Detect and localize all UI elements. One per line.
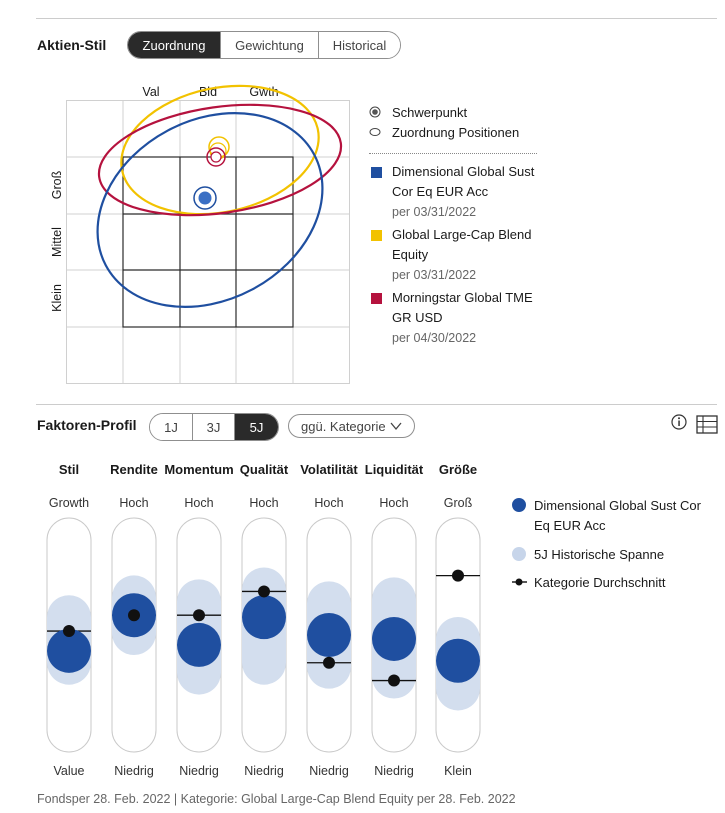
- factor-category-dot-liquidität: [388, 674, 400, 687]
- tab-1j[interactable]: 1J: [150, 414, 192, 440]
- legend-swatch-dimensional: [371, 167, 382, 178]
- tab-5j[interactable]: 5J: [234, 414, 278, 440]
- style-box-chart: Val Bld Gwth Groß Mittel Klein: [50, 84, 350, 384]
- fund-dot-icon: [512, 498, 526, 512]
- centroid-dot-dimensional: [198, 191, 212, 205]
- legend-range: 5J Historische Spanne: [534, 547, 665, 562]
- legend-swatch-blend: [371, 230, 382, 241]
- factor-category-dot-qualität: [258, 585, 270, 598]
- factor-header-größe: Größe: [439, 462, 477, 477]
- factor-fund-dot-momentum: [177, 622, 221, 667]
- factor-fund-dot-stil: [47, 628, 91, 673]
- ellipse-dimensional: [96, 112, 324, 308]
- centroid-ring-dimensional: [193, 186, 217, 210]
- factor-top-label-liquidität: Hoch: [379, 496, 408, 510]
- factor-fund-dot-volatilität: [307, 613, 351, 657]
- factor-period-tabs: 1J 3J 5J: [149, 413, 279, 441]
- factor-category-dot-momentum: [193, 609, 205, 622]
- factor-category-dot-rendite: [128, 609, 140, 622]
- tab-gewichtung[interactable]: Gewichtung: [220, 32, 318, 58]
- info-icon[interactable]: [671, 414, 687, 430]
- range-dot-icon: [512, 547, 526, 561]
- legend-fund: Dimensional Global Sust Cor Eq EUR Acc: [534, 498, 701, 533]
- legend-zuordnung-positionen: Zuordnung Positionen: [392, 125, 520, 140]
- ellipse-morningstar-tme: [97, 103, 343, 217]
- style-grid-inner: [122, 156, 294, 328]
- factor-bottom-label-liquidität: Niedrig: [374, 764, 414, 778]
- category-dot-icon: [515, 578, 523, 586]
- factor-header-rendite: Rendite: [110, 462, 158, 477]
- style-view-tabs: Zuordnung Gewichtung Historical: [127, 31, 401, 59]
- factor-bottom-label-momentum: Niedrig: [179, 764, 219, 778]
- factor-top-label-momentum: Hoch: [184, 496, 213, 510]
- factor-bottom-label-volatilität: Niedrig: [309, 764, 349, 778]
- style-section-title: Aktien-Stil: [37, 37, 107, 53]
- tab-3j[interactable]: 3J: [192, 414, 234, 440]
- factor-profile-chart: Stil Growth Value Rendite Hoch Niedrig Momentu…: [46, 462, 481, 778]
- factor-header-qualität: Qualität: [240, 462, 289, 477]
- factor-bottom-label-größe: Klein: [444, 764, 472, 778]
- factor-fund-dot-qualität: [242, 595, 286, 640]
- centroid-dot-tme: [210, 151, 222, 163]
- factor-category-dot-volatilität: [323, 656, 335, 669]
- legend-blend: Global Large-Cap Blend Equity per 03/31/…: [392, 227, 532, 282]
- factor-top-label-stil: Growth: [49, 496, 89, 510]
- factor-category-dot-stil: [63, 625, 75, 638]
- chevron-down-icon: [390, 422, 402, 431]
- centroid-ring-tme: [206, 147, 226, 167]
- factor-header-momentum: Momentum: [164, 462, 233, 477]
- tab-historical[interactable]: Historical: [318, 32, 400, 58]
- factor-top-label-rendite: Hoch: [119, 496, 148, 510]
- top-divider: [36, 18, 717, 19]
- factor-legend-markers: [512, 498, 527, 586]
- factor-bottom-label-stil: Value: [53, 764, 84, 778]
- compare-dropdown-label: ggü. Kategorie: [301, 418, 386, 434]
- factor-header-liquidität: Liquidität: [365, 462, 424, 477]
- x-label-val: Val: [142, 85, 159, 99]
- y-label-klein: Klein: [50, 284, 64, 312]
- factor-bottom-label-qualität: Niedrig: [244, 764, 284, 778]
- legend-dimensional: Dimensional Global Sust Cor Eq EUR Acc p…: [392, 164, 535, 219]
- compare-dropdown[interactable]: ggü. Kategorie: [288, 414, 415, 438]
- factor-fund-dot-liquidität: [372, 616, 416, 661]
- factor-header-stil: Stil: [59, 462, 79, 477]
- section-divider: [36, 404, 717, 405]
- factor-top-label-volatilität: Hoch: [314, 496, 343, 510]
- factor-top-label-qualität: Hoch: [249, 496, 278, 510]
- footer-note: Fondsper 28. Feb. 2022 | Kategorie: Glob…: [37, 792, 516, 806]
- tab-zuordnung[interactable]: Zuordnung: [128, 32, 220, 58]
- style-legend-markers: [369, 106, 381, 136]
- positions-marker-icon: [369, 128, 381, 136]
- x-label-gwth: Gwth: [249, 85, 278, 99]
- legend-tme: Morningstar Global TME GR USD per 04/30/…: [392, 290, 533, 345]
- legend-swatch-tme: [371, 293, 382, 304]
- factor-section-title: Faktoren-Profil: [37, 417, 137, 433]
- factor-header-volatilität: Volatilität: [300, 462, 358, 477]
- legend-divider: [369, 153, 537, 154]
- y-label-gross: Groß: [50, 170, 64, 199]
- legend-category: Kategorie Durchschnitt: [534, 575, 666, 590]
- factor-top-label-größe: Groß: [444, 496, 473, 510]
- y-label-mittel: Mittel: [50, 227, 64, 257]
- legend-schwerpunkt: Schwerpunkt: [392, 105, 468, 120]
- center-marker-icon: [369, 106, 381, 118]
- factor-category-dot-größe: [452, 569, 464, 582]
- factor-bottom-label-rendite: Niedrig: [114, 764, 154, 778]
- table-view-icon[interactable]: [696, 415, 718, 435]
- factor-fund-dot-größe: [436, 638, 480, 683]
